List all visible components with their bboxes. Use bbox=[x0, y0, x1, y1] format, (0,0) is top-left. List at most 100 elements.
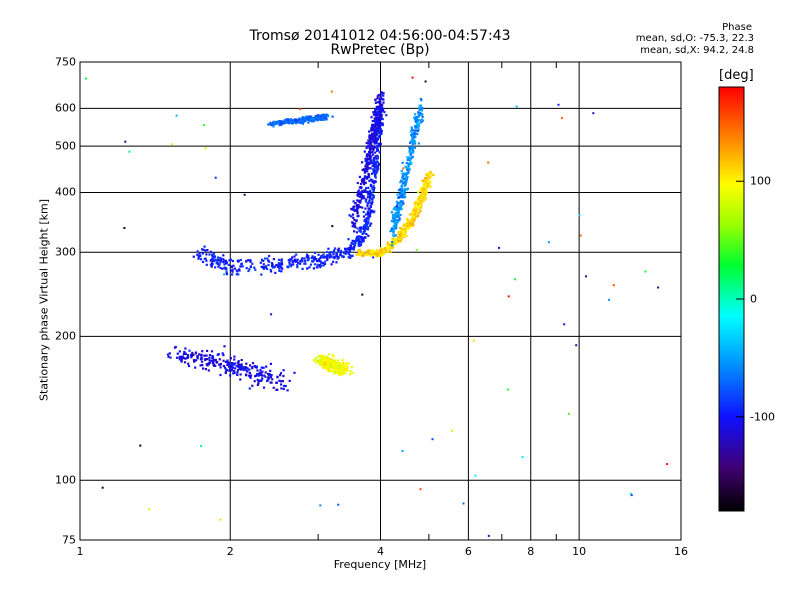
data-point bbox=[371, 249, 374, 253]
data-point bbox=[417, 111, 420, 114]
noise-point bbox=[200, 445, 203, 447]
data-point bbox=[181, 355, 184, 358]
data-point bbox=[224, 371, 227, 375]
data-point bbox=[413, 141, 416, 144]
data-point bbox=[208, 253, 211, 256]
data-point bbox=[211, 253, 214, 256]
data-point bbox=[405, 180, 408, 184]
data-point bbox=[405, 226, 408, 229]
data-point bbox=[253, 266, 256, 269]
data-point bbox=[340, 249, 343, 252]
data-point bbox=[284, 385, 287, 388]
noise-point bbox=[666, 463, 669, 466]
data-point bbox=[323, 362, 326, 365]
data-point bbox=[326, 114, 330, 118]
data-point bbox=[375, 251, 379, 254]
data-point bbox=[196, 250, 199, 253]
noise-point bbox=[223, 273, 226, 276]
data-point bbox=[216, 353, 219, 356]
data-point bbox=[293, 255, 296, 258]
data-point bbox=[328, 370, 331, 373]
data-point bbox=[403, 182, 406, 185]
data-point bbox=[217, 265, 220, 268]
data-point bbox=[219, 366, 222, 369]
data-point bbox=[426, 184, 429, 187]
data-point bbox=[367, 201, 370, 205]
data-point bbox=[189, 353, 193, 356]
data-point bbox=[386, 243, 389, 246]
data-point bbox=[240, 364, 243, 367]
data-point bbox=[372, 148, 375, 151]
data-point bbox=[337, 368, 340, 372]
data-point bbox=[402, 196, 405, 199]
data-point bbox=[360, 197, 363, 200]
data-point bbox=[413, 129, 416, 132]
noise-point bbox=[204, 147, 207, 150]
data-point bbox=[375, 142, 378, 145]
data-point bbox=[262, 263, 265, 266]
data-point bbox=[232, 363, 235, 366]
data-point bbox=[350, 366, 354, 369]
data-point bbox=[248, 259, 251, 262]
data-point bbox=[245, 362, 248, 365]
data-point bbox=[376, 106, 379, 109]
data-point bbox=[376, 148, 379, 151]
data-point bbox=[400, 169, 403, 172]
noise-point bbox=[474, 474, 477, 477]
data-point bbox=[220, 258, 223, 261]
data-point bbox=[403, 172, 406, 175]
data-point bbox=[401, 189, 404, 192]
data-point bbox=[370, 251, 373, 254]
data-point bbox=[233, 358, 236, 361]
data-point bbox=[336, 257, 339, 260]
data-point bbox=[212, 358, 215, 361]
data-point bbox=[253, 380, 256, 383]
data-point bbox=[231, 270, 234, 273]
data-point bbox=[196, 355, 199, 358]
data-point bbox=[206, 358, 209, 361]
data-point bbox=[362, 182, 365, 185]
data-point bbox=[375, 122, 378, 125]
data-point bbox=[336, 255, 339, 259]
data-point bbox=[351, 213, 355, 216]
data-point bbox=[427, 180, 430, 183]
data-point bbox=[412, 224, 415, 227]
data-point bbox=[356, 205, 359, 208]
data-point bbox=[244, 368, 247, 371]
data-point bbox=[383, 252, 386, 255]
data-point bbox=[364, 181, 367, 184]
data-point bbox=[372, 195, 375, 198]
data-point bbox=[237, 369, 240, 372]
data-point bbox=[283, 119, 286, 122]
data-point bbox=[369, 146, 372, 150]
data-point bbox=[186, 356, 189, 359]
data-point bbox=[325, 118, 328, 121]
data-point bbox=[374, 165, 377, 168]
data-point bbox=[304, 117, 307, 120]
data-point bbox=[229, 374, 232, 377]
data-point bbox=[268, 373, 271, 376]
data-point bbox=[363, 232, 366, 235]
data-point bbox=[337, 362, 340, 365]
data-point bbox=[382, 250, 386, 253]
data-point bbox=[326, 364, 329, 368]
data-point bbox=[184, 347, 187, 350]
data-point bbox=[209, 263, 212, 266]
data-point bbox=[309, 263, 312, 266]
data-point bbox=[334, 247, 337, 250]
data-point bbox=[317, 117, 320, 120]
data-point bbox=[261, 377, 264, 380]
data-point bbox=[368, 179, 371, 183]
data-point bbox=[215, 260, 218, 263]
data-point bbox=[273, 121, 276, 124]
data-point bbox=[248, 368, 251, 371]
data-point bbox=[361, 161, 364, 164]
data-point bbox=[403, 225, 406, 228]
data-point bbox=[282, 369, 285, 372]
data-point bbox=[319, 266, 322, 269]
data-point bbox=[357, 252, 360, 255]
data-point bbox=[248, 268, 251, 271]
data-point bbox=[371, 179, 374, 182]
data-point bbox=[199, 364, 202, 367]
data-point bbox=[321, 113, 324, 116]
